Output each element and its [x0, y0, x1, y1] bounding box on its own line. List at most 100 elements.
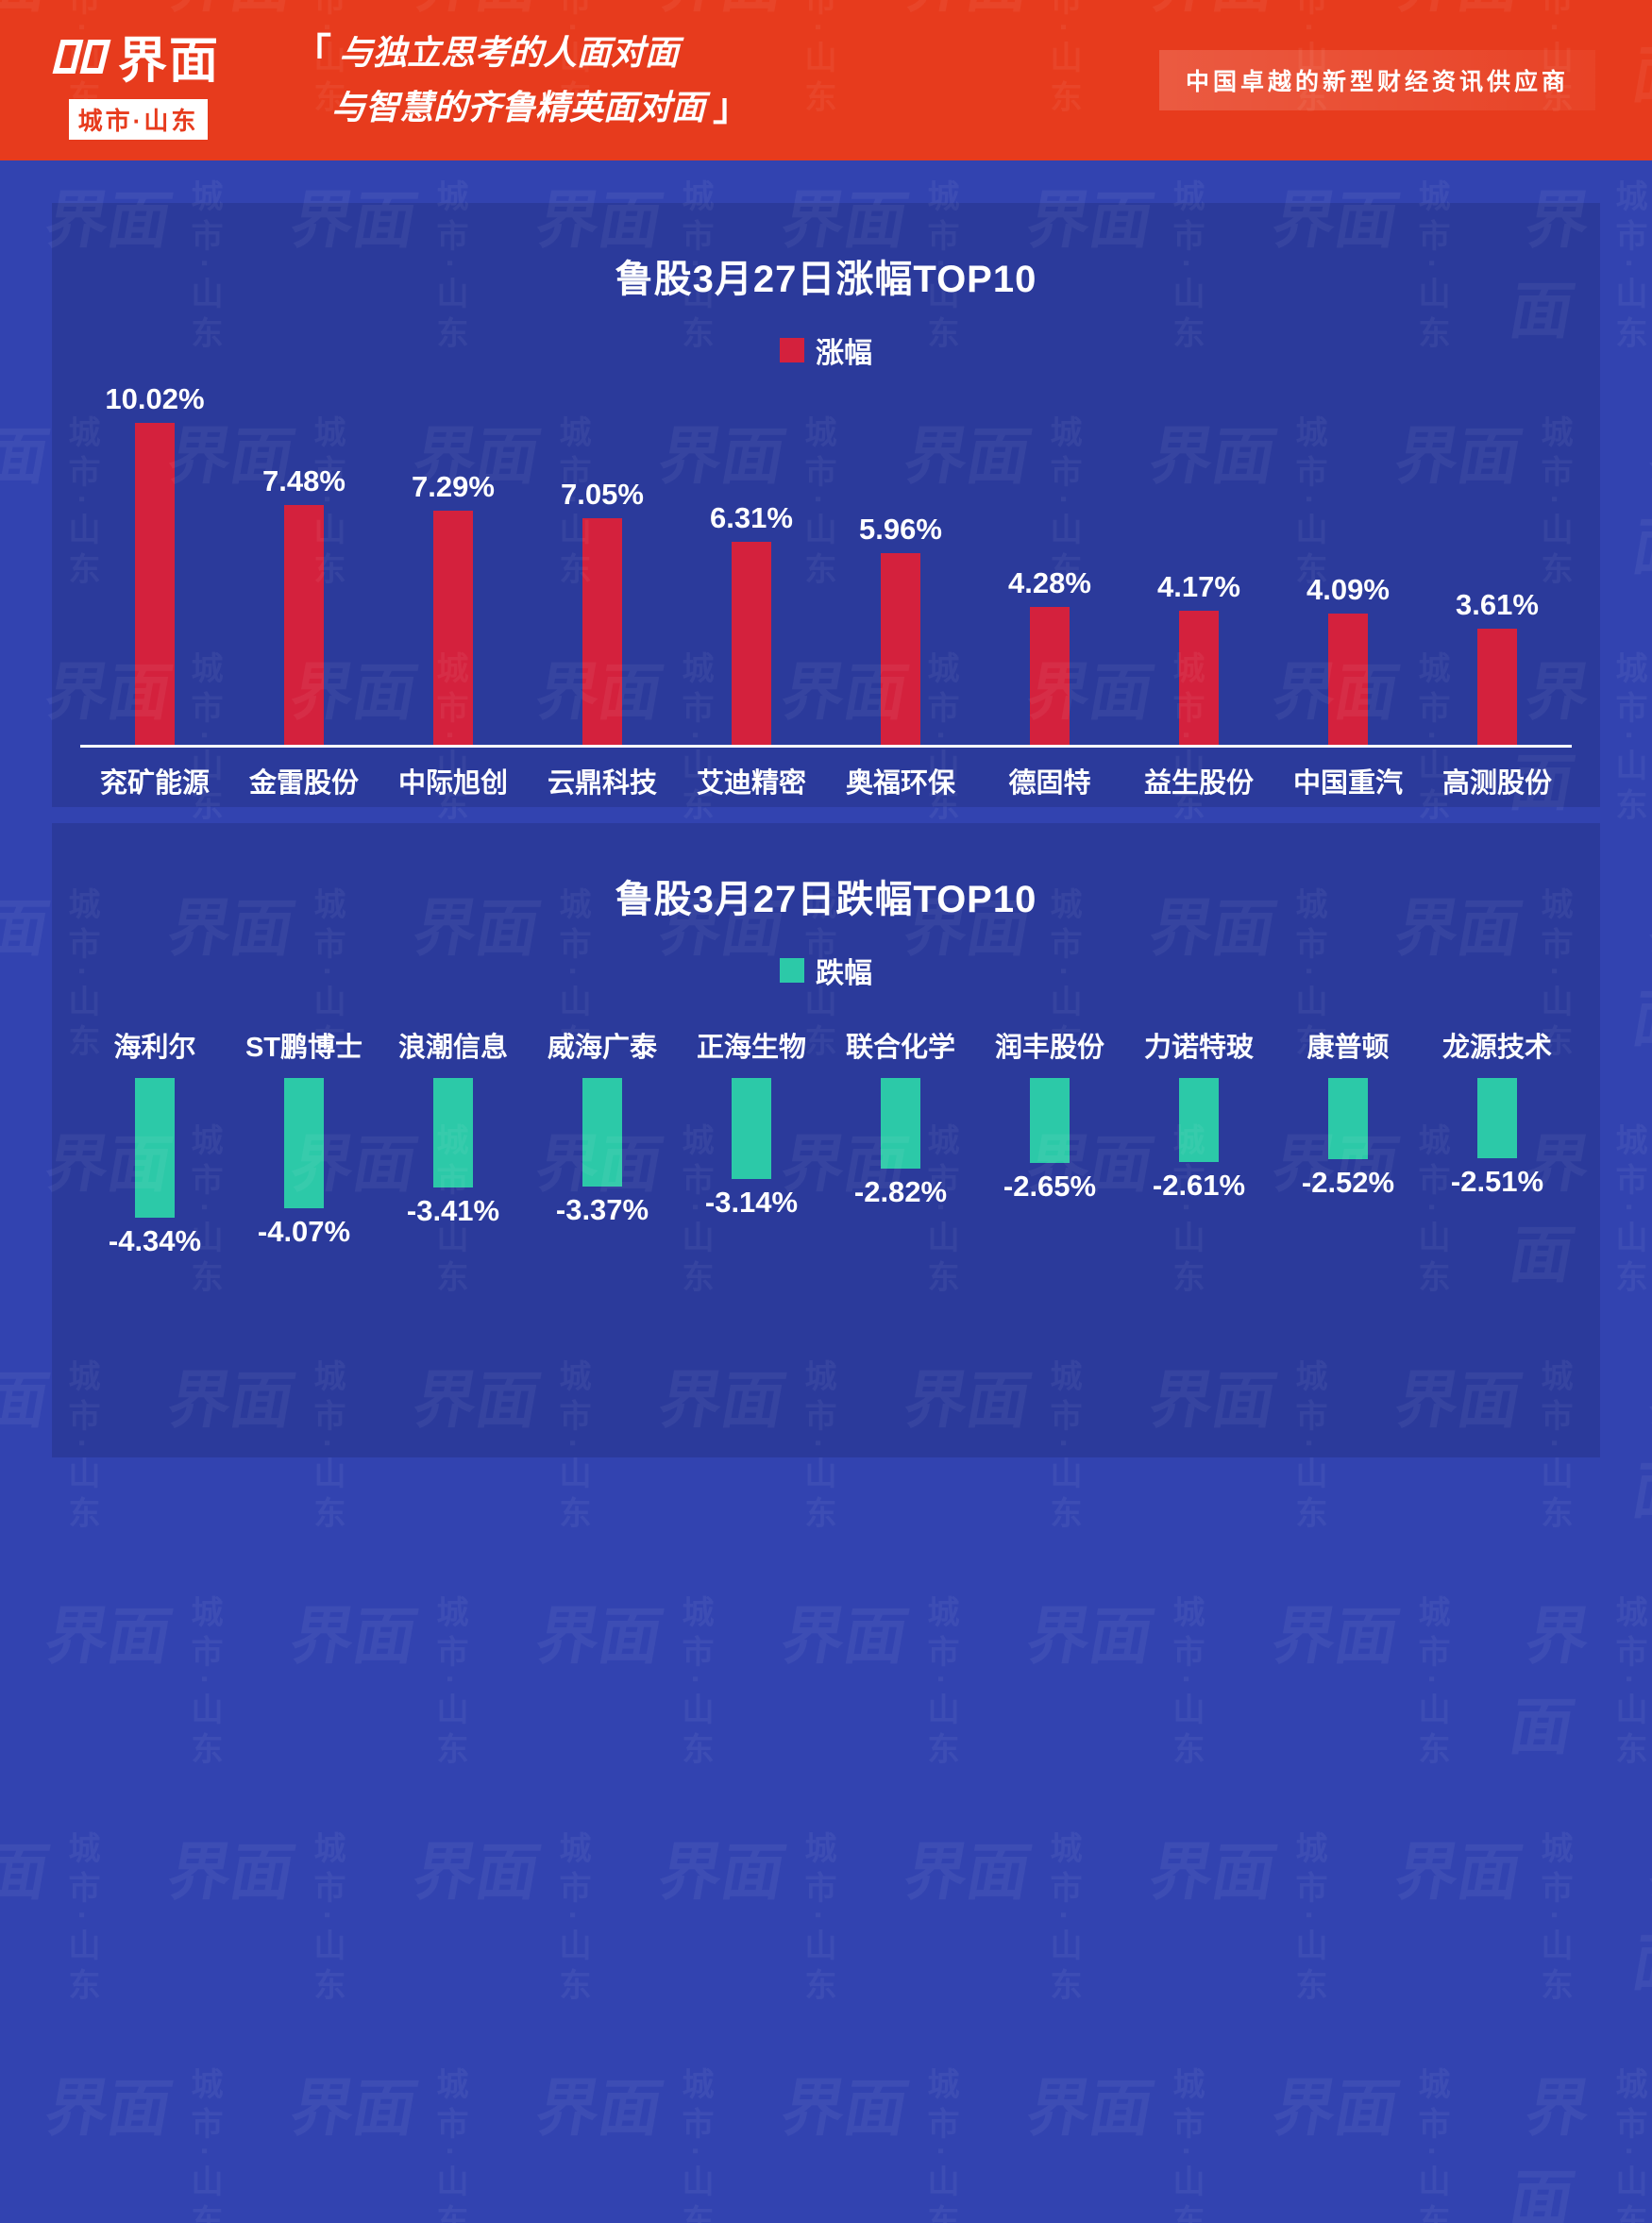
watermark-tile: 界面城市·山东: [41, 1586, 228, 1773]
watermark-logo-text: 界面: [653, 1837, 791, 1907]
watermark-logo-text: 界面: [1267, 1601, 1405, 1671]
watermark-tile: 界面城市·山东: [1391, 1822, 1577, 2008]
bar-column: 7.29%: [379, 463, 528, 745]
bar: [582, 1078, 622, 1187]
watermark-logo-text: 界面: [776, 1601, 914, 1671]
bar-column: -3.41%: [379, 1078, 528, 1235]
slogan: 「 与独立思考的人面对面 与智慧的齐鲁精英面对面 」: [286, 25, 758, 135]
bar-value-label: -3.14%: [704, 1186, 799, 1219]
bar: [881, 553, 920, 745]
bar: [582, 518, 622, 745]
bar-column: -2.52%: [1273, 1078, 1423, 1206]
watermark-logo-text: 界面: [0, 421, 55, 491]
category-label: 正海生物: [696, 1033, 806, 1063]
bar-value-label: 4.28%: [1008, 566, 1091, 599]
bar: [1179, 611, 1219, 745]
bar-column: -4.34%: [80, 1078, 229, 1265]
watermark-sub-text: 城市·山东: [309, 1831, 345, 2009]
bar-value-label: 7.29%: [412, 470, 495, 503]
watermark-sub-text: 城市·山东: [677, 1595, 713, 1773]
watermark-logo-text: 界面: [285, 2073, 423, 2143]
slogan-line2: 与智慧的齐鲁精英面对面: [331, 87, 706, 126]
bar-column: -3.37%: [528, 1078, 677, 1234]
bar-value-label: -2.52%: [1301, 1166, 1395, 1199]
category-label: 海利尔: [113, 1033, 196, 1063]
bar: [732, 542, 771, 745]
legend-swatch-gainers: [780, 338, 804, 362]
watermark-logo-text: 界面: [0, 893, 55, 963]
bar: [1477, 1078, 1517, 1158]
category-label: 高测股份: [1441, 768, 1552, 799]
category-label: 中际旭创: [397, 768, 508, 799]
watermark-sub-text: 城市·山东: [922, 2067, 958, 2223]
bar-column: 6.31%: [677, 495, 826, 745]
watermark-sub-text: 城市·山东: [1168, 2067, 1204, 2223]
watermark-tile: 界面城市·山东: [41, 2058, 228, 2223]
category-label: 金雷股份: [248, 768, 359, 799]
bracket-close-icon: 」: [713, 87, 751, 128]
bar-column: -2.51%: [1423, 1078, 1572, 1205]
watermark-logo-text: 界面: [408, 1837, 546, 1907]
categories-row-gainers: 兖矿能源 金雷股份 中际旭创 云鼎科技 艾迪精密 奥福环保 德固特 益生股份 中国重汽 高测股份: [80, 761, 1572, 800]
tagline: 中国卓越的新型财经资讯供应商: [1158, 50, 1595, 110]
watermark-sub-text: 城市·山东: [1610, 651, 1646, 829]
bracket-open-icon: 「: [294, 32, 332, 74]
header-banner: 界面 城市·山东 「 与独立思考的人面对面 与智慧的齐鲁精英面对面 」 中国卓越…: [0, 0, 1652, 160]
categories-row-losers: 海利尔 ST鹏博士 浪潮信息 威海广泰 正海生物 联合化学 润丰股份 力诺特玻 康普顿 龙源技术: [80, 1025, 1572, 1065]
watermark-logo-text: 界面: [1505, 1601, 1596, 1761]
bar-column: 4.28%: [975, 560, 1124, 745]
chart-title-gainers: 鲁股3月27日涨幅TOP10: [615, 259, 1037, 300]
legend-label-gainers: 涨幅: [816, 338, 872, 369]
watermark-logo-text: 界面: [1505, 2073, 1596, 2223]
watermark-sub-text: 城市·山东: [1610, 2067, 1646, 2223]
watermark-logo-text: 界面: [531, 1601, 668, 1671]
watermark-logo-text: 界面: [0, 1365, 55, 1435]
category-label: ST鹏博士: [244, 1033, 363, 1063]
watermark-tile: 界面城市·山东: [1505, 1586, 1652, 1772]
watermark-sub-text: 城市·山东: [431, 1595, 467, 1773]
watermark-logo-text: 界面: [531, 2073, 668, 2143]
bar: [1030, 607, 1070, 745]
bar-value-label: 4.09%: [1306, 573, 1390, 606]
watermark-sub-text: 城市·山东: [1168, 1595, 1204, 1773]
bar: [284, 1078, 324, 1208]
watermark-logo-text: 界面: [40, 2073, 177, 2143]
bar: [1328, 1078, 1368, 1159]
watermark-tile: 界面城市·山东: [531, 2058, 718, 2223]
watermark-logo-text: 界面: [1627, 893, 1652, 1053]
chart-panel-gainers: 鲁股3月27日涨幅TOP10 涨幅 10.02% 7.48% 7.29% 7.05% 6…: [52, 203, 1600, 807]
bar: [433, 1078, 473, 1187]
bar: [135, 1078, 175, 1218]
watermark-sub-text: 城市·山东: [186, 1595, 222, 1773]
legend-label-losers: 跌幅: [816, 958, 872, 989]
watermark-tile: 界面城市·山东: [1505, 2058, 1652, 2223]
bar: [1477, 629, 1517, 745]
legend-swatch-losers: [780, 958, 804, 983]
bar-column: -2.82%: [826, 1078, 975, 1216]
watermark-logo-text: 界面: [1021, 2073, 1159, 2143]
bar-column: 4.09%: [1273, 566, 1423, 745]
bar-value-label: 4.17%: [1157, 570, 1240, 603]
bar: [135, 423, 175, 745]
category-label: 浪潮信息: [397, 1033, 508, 1063]
watermark-logo-text: 界面: [1144, 1837, 1282, 1907]
bar-value-label: -2.51%: [1450, 1165, 1544, 1198]
bar-value-label: -3.41%: [406, 1194, 500, 1227]
watermark-logo-text: 界面: [899, 1837, 1037, 1907]
watermark-logo-text: 界面: [1267, 2073, 1405, 2143]
watermark-sub-text: 城市·山东: [1610, 179, 1646, 357]
jiemian-logo-icon: [52, 39, 111, 74]
bar-value-label: -2.65%: [1003, 1170, 1097, 1203]
chart-title-losers: 鲁股3月27日跌幅TOP10: [615, 879, 1037, 920]
watermark-tile: 界面城市·山东: [286, 2058, 473, 2223]
watermark-sub-text: 城市·山东: [1413, 2067, 1449, 2223]
watermark-tile: 界面城市·山东: [0, 1822, 105, 2008]
bar-column: 4.17%: [1124, 564, 1273, 745]
category-label: 联合化学: [845, 1033, 955, 1063]
bar-value-label: -2.82%: [853, 1175, 948, 1208]
watermark-tile: 界面城市·山东: [777, 1586, 964, 1772]
category-label: 兖矿能源: [99, 768, 210, 799]
watermark-tile: 界面城市·山东: [1268, 2058, 1455, 2223]
